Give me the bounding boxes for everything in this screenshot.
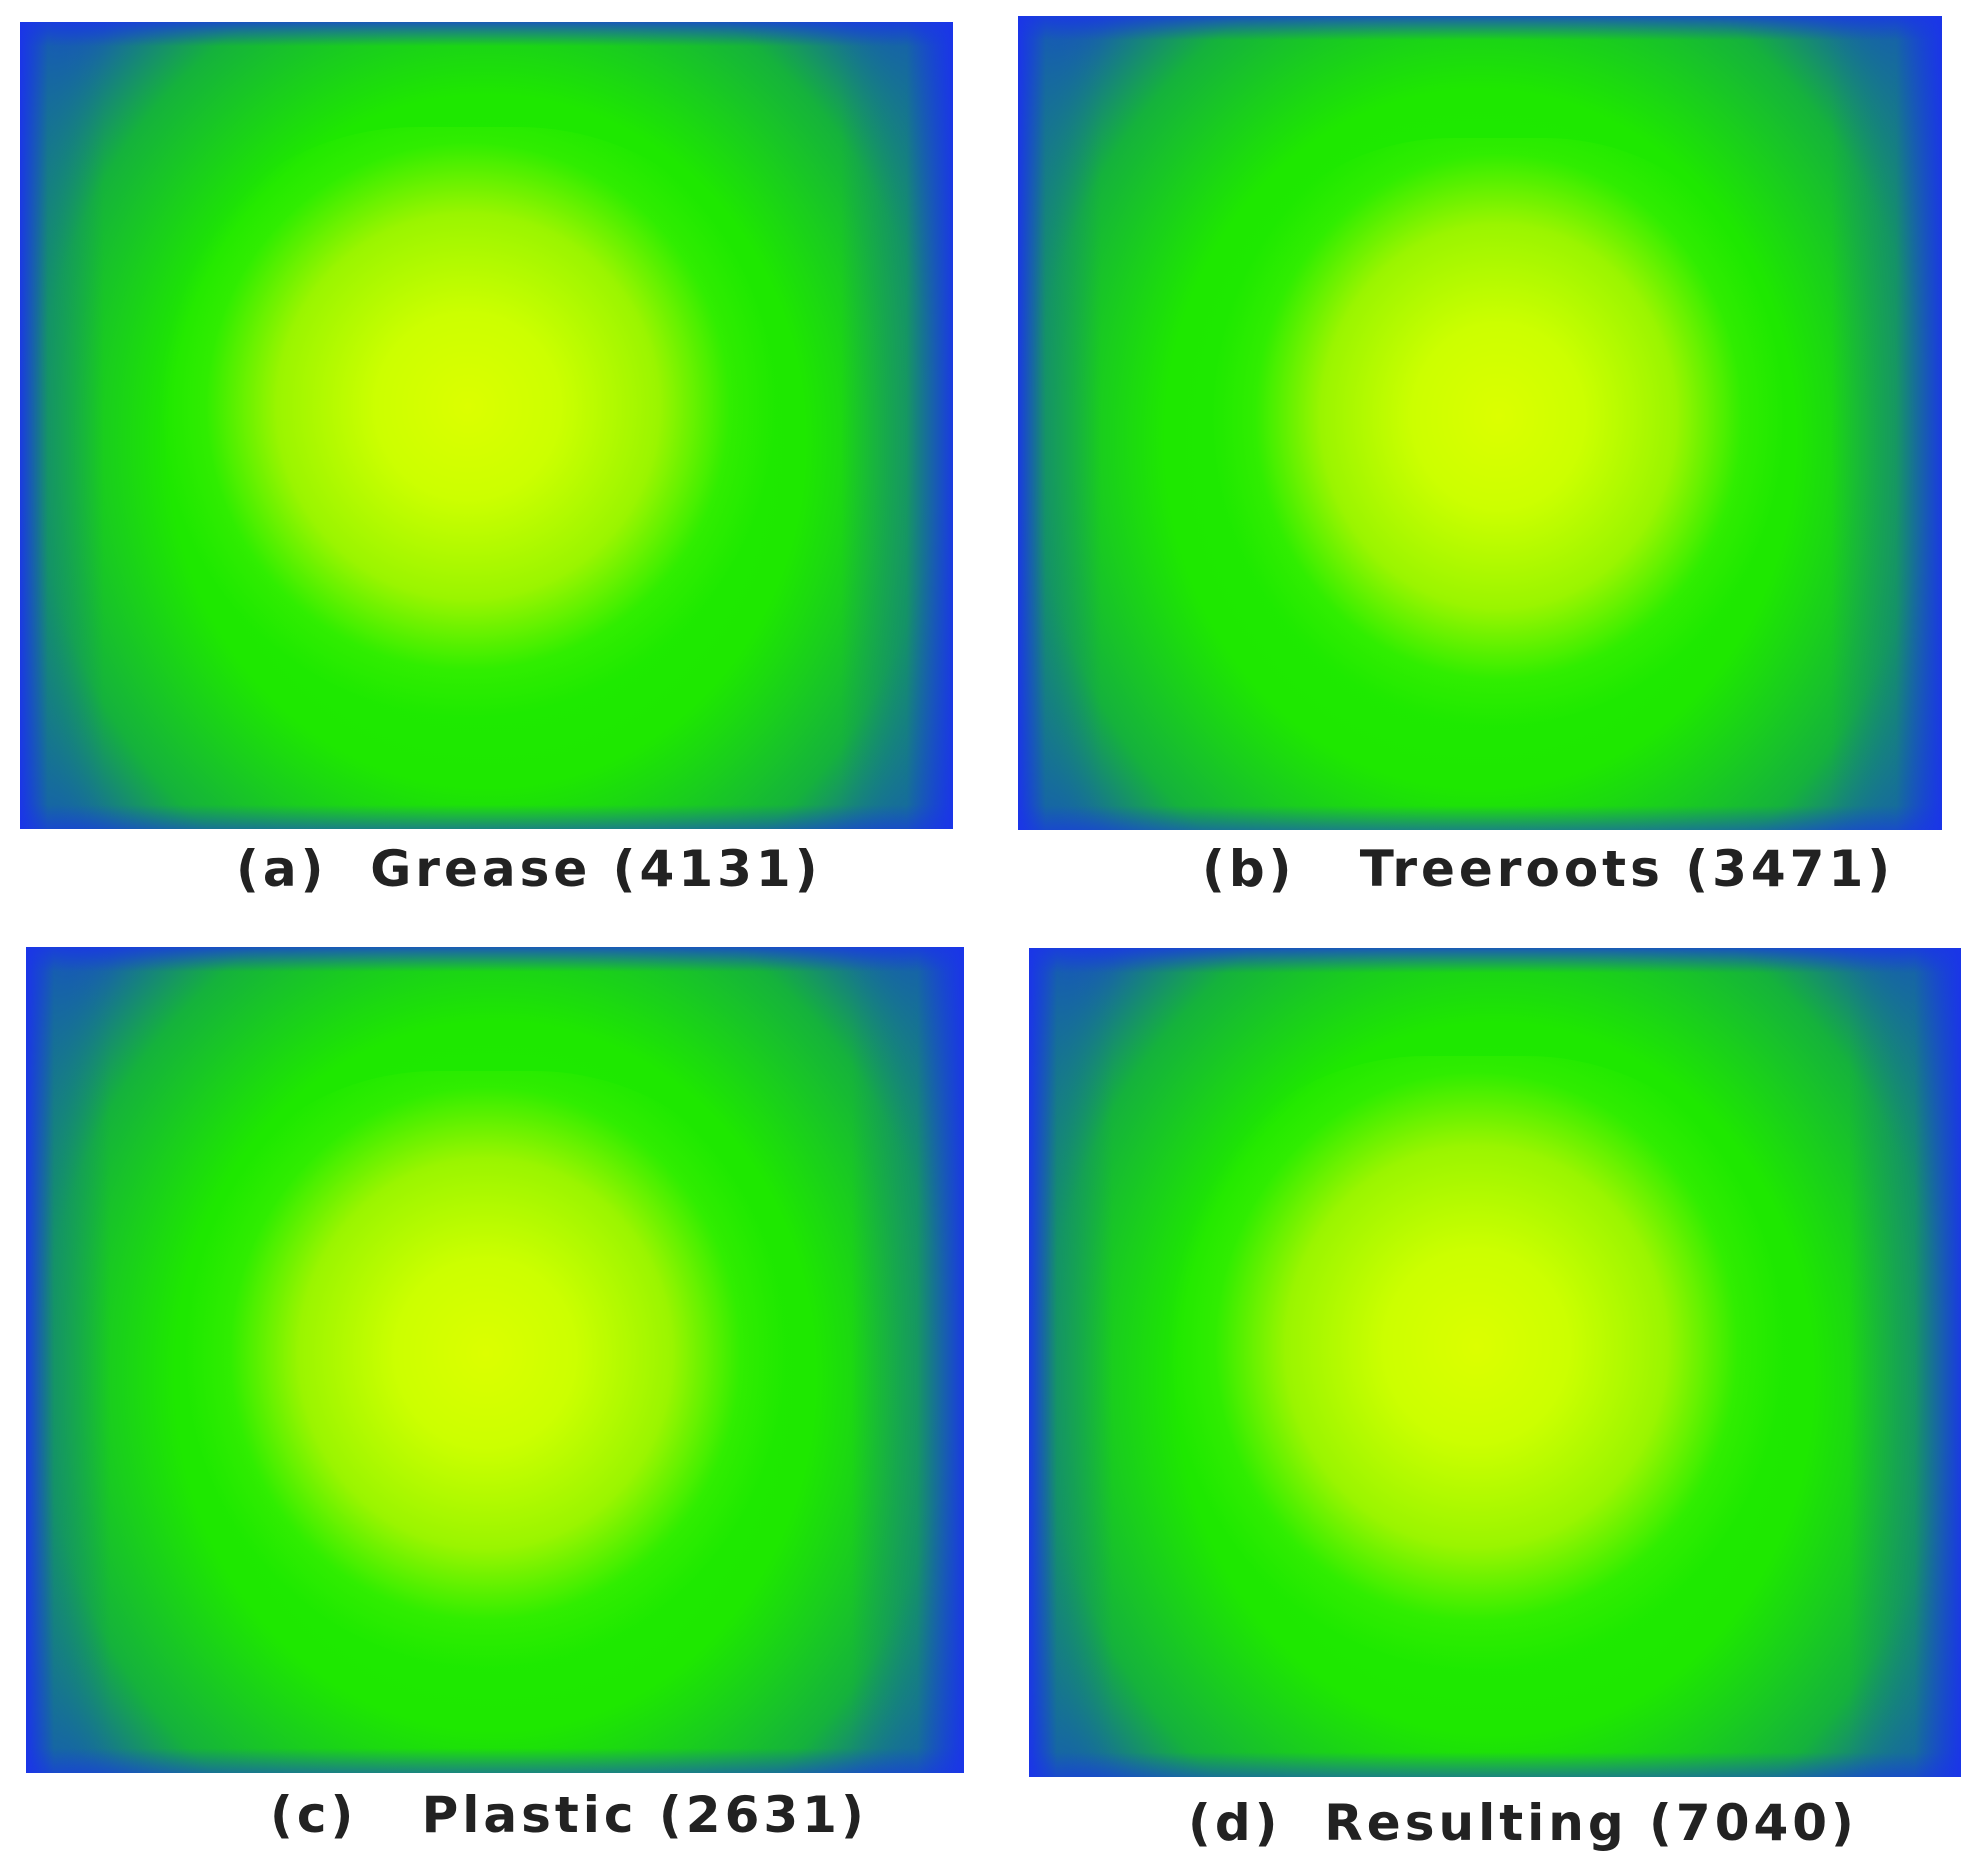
contour-field-c — [26, 947, 964, 1773]
panel-d-resulting-field — [1029, 948, 1961, 1777]
contour-field-a — [20, 22, 953, 829]
panel-c-plastic-field — [26, 947, 964, 1773]
core-region-d — [1168, 1055, 1784, 1703]
caption-d: (d) Resulting (7040) — [1188, 1794, 1858, 1852]
caption-b: (b) Treeroots (3471) — [1202, 840, 1895, 898]
caption-a: (a) Grease (4131) — [236, 840, 822, 898]
contour-field-d — [1029, 948, 1961, 1777]
core-region-c — [185, 1070, 786, 1699]
core-region-a — [159, 126, 776, 749]
core-region-b — [1212, 138, 1785, 757]
contour-field-b — [1018, 16, 1942, 830]
panel-b-treeroots-field — [1018, 16, 1942, 830]
caption-c: (c) Plastic (2631) — [270, 1786, 868, 1844]
panel-a-grease-field — [20, 22, 953, 829]
